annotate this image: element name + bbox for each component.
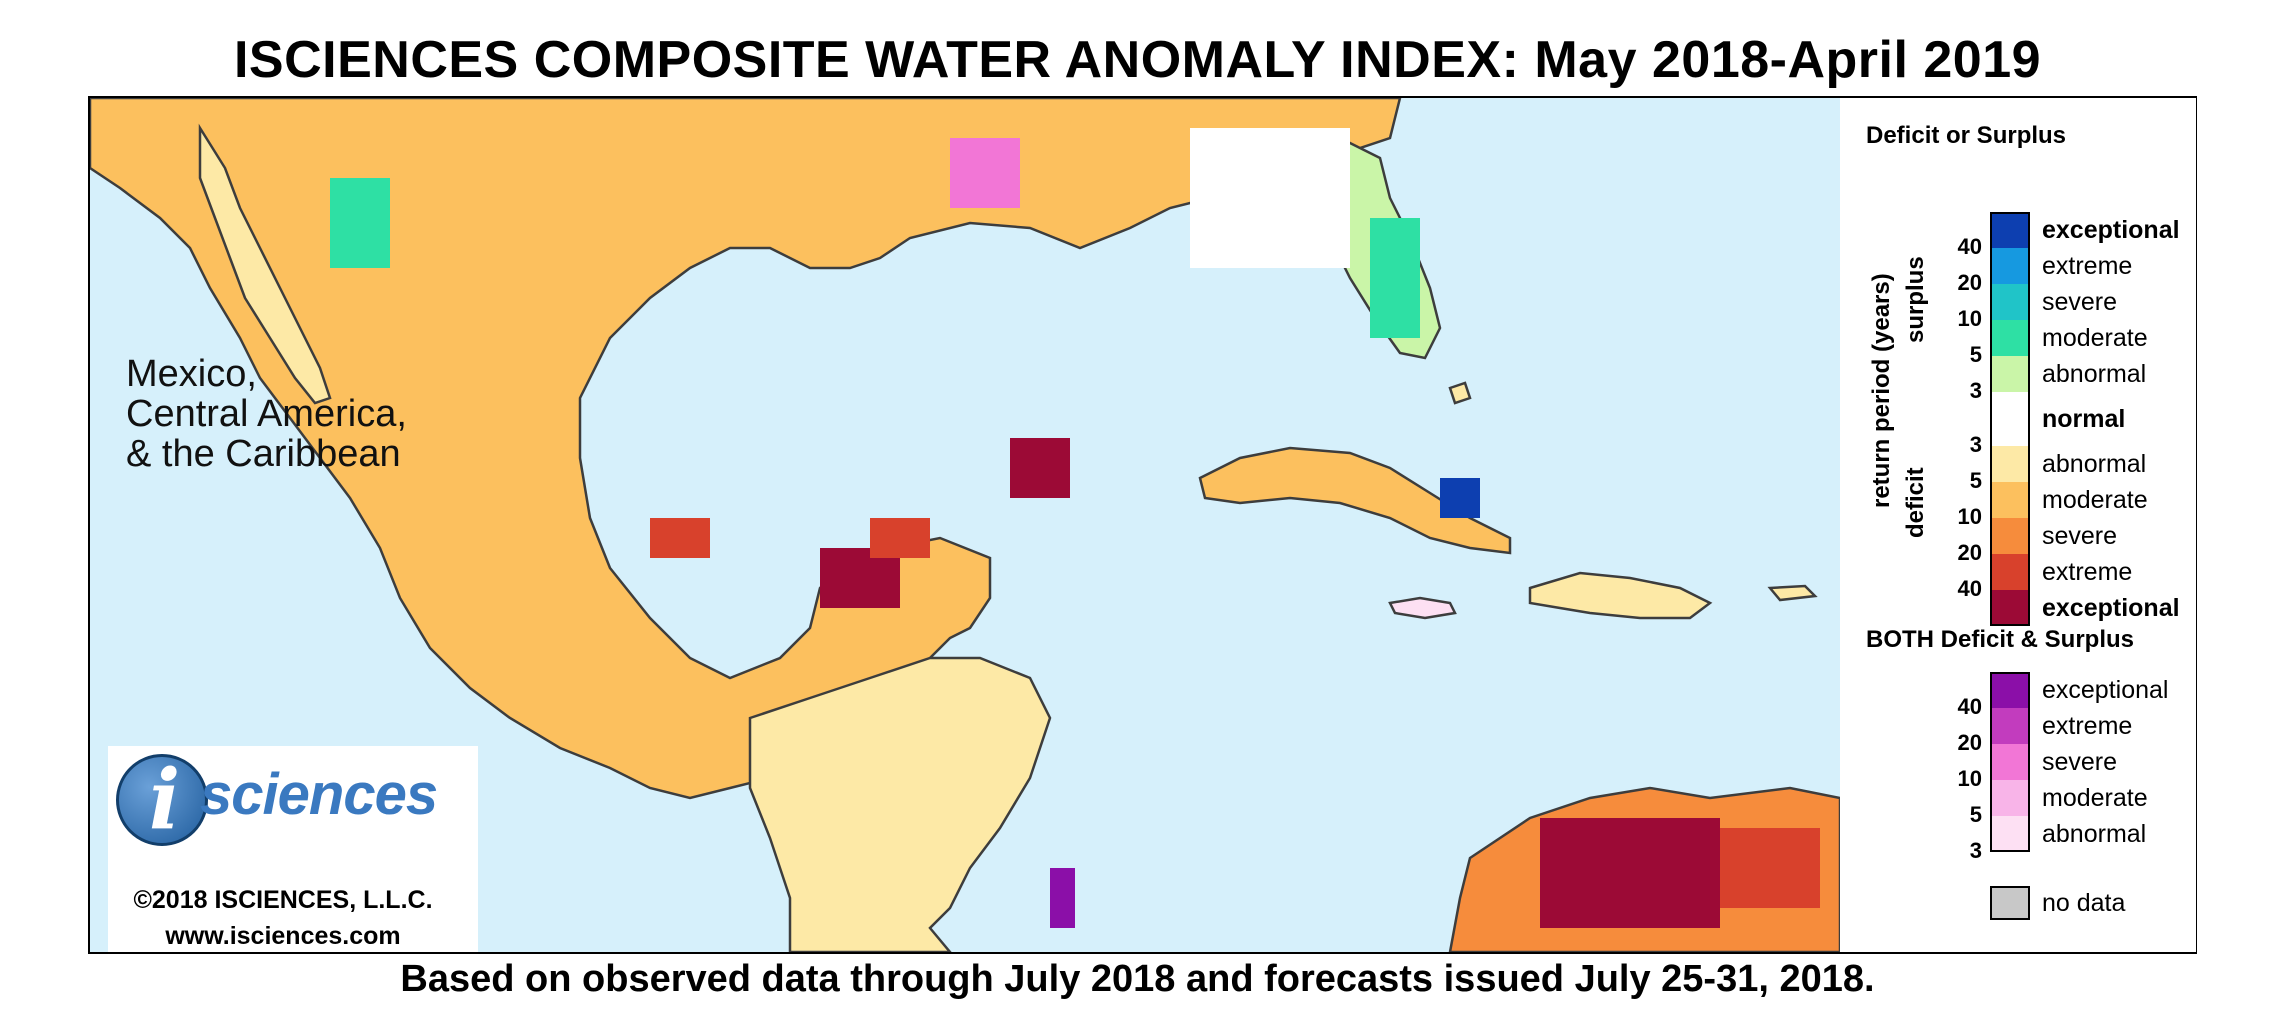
legend-both-tick: 40 <box>1957 694 1982 719</box>
both-exceptional-patch <box>1050 868 1075 928</box>
baja-california <box>198 123 332 405</box>
central-america <box>748 656 1052 952</box>
legend-deficit-tick: 10 <box>1957 504 1982 529</box>
legend-both-label-extreme: extreme <box>2042 712 2133 740</box>
legend-label-moderate: moderate <box>2042 324 2148 352</box>
legend-surplus-tick: 5 <box>1969 342 1982 367</box>
legend-label-normal: normal <box>2042 405 2126 433</box>
legend-swatch-surplus-abnormal <box>1990 356 2030 392</box>
legend-label-abnormal: abnormal <box>2042 360 2147 388</box>
legend-surplus-tick: 3 <box>1969 378 1982 403</box>
surplus-exceptional-patch <box>1440 478 1480 518</box>
logo-letter: i <box>149 752 181 848</box>
legend-swatch-deficit-abnormal <box>1990 446 2030 482</box>
legend-swatch-both-severe <box>1990 744 2030 780</box>
anomaly-map <box>90 98 1840 952</box>
legend-both-title: BOTH Deficit & Surplus <box>1866 626 2135 653</box>
legend-swatch-both-extreme <box>1990 708 2030 744</box>
logo-circle-icon: i <box>116 754 208 846</box>
logo-website: www.isciences.com <box>165 922 401 950</box>
deficit-extreme-patch <box>1720 828 1820 908</box>
legend-swatch-surplus-moderate <box>1990 320 2030 356</box>
map-title: ISCIENCES COMPOSITE WATER ANOMALY INDEX:… <box>233 31 2042 89</box>
deficit-exceptional-patch <box>1010 438 1070 498</box>
legend-both-tick: 20 <box>1957 730 1982 755</box>
surplus-moderate-patch <box>330 178 390 268</box>
legend-deficit-tick: 20 <box>1957 540 1982 565</box>
legend-label-exceptional: exceptional <box>2042 594 2180 622</box>
legend-swatch-both-abnormal <box>1990 816 2030 852</box>
legend-both-label-exceptional: exceptional <box>2042 676 2169 704</box>
legend-surplus-label: surplus <box>1902 256 1929 343</box>
legend-deficit-tick: 3 <box>1969 432 1982 457</box>
legend-label-extreme: extreme <box>2042 558 2133 586</box>
region-label-line-1: Mexico, <box>126 353 257 395</box>
map-panel: Mexico, Central America, & the Caribbean… <box>90 98 1840 952</box>
legend-swatch-both-moderate <box>1990 780 2030 816</box>
legend-swatch-deficit-exceptional <box>1990 590 2030 626</box>
legend-surplus-tick: 20 <box>1957 270 1982 295</box>
anomaly-patches <box>330 128 1820 928</box>
map-subtitle: Based on observed data through July 2018… <box>400 958 1875 1000</box>
surplus-moderate-patch <box>1370 218 1420 338</box>
isciences-logo: i sciences ©2018 ISCIENCES, L.L.C. www.i… <box>108 746 478 952</box>
cuba <box>1198 446 1512 555</box>
legend-swatch-deficit-moderate <box>1990 482 2030 518</box>
legend-swatch-surplus-severe <box>1990 284 2030 320</box>
legend-label-moderate: moderate <box>2042 486 2148 514</box>
legend-deficit-tick: 5 <box>1969 468 1982 493</box>
legend-label-severe: severe <box>2042 522 2118 550</box>
legend-both-tick: 5 <box>1969 802 1982 827</box>
mexico-us-landmass <box>90 98 1402 800</box>
region-label-line-2: Central America, <box>126 393 407 435</box>
legend-deficit-label: deficit <box>1902 467 1929 538</box>
logo-copyright: ©2018 ISCIENCES, L.L.C. <box>133 886 433 914</box>
hispaniola <box>1528 571 1713 620</box>
normal-patch <box>1190 128 1350 268</box>
jamaica <box>1388 596 1457 620</box>
logo-wordmark: sciences <box>200 762 438 827</box>
bahamas <box>1448 381 1472 405</box>
legend-swatch-surplus-extreme <box>1990 248 2030 284</box>
both-severe-patch <box>950 138 1020 208</box>
legend-surplus-tick: 10 <box>1957 306 1982 331</box>
deficit-extreme-patch <box>650 518 710 558</box>
legend-both-label-abnormal: abnormal <box>2042 820 2147 848</box>
legend-axis-label: return period (years) <box>1868 273 1895 508</box>
puerto-rico <box>1767 584 1818 602</box>
deficit-extreme-patch <box>870 518 930 558</box>
legend-both-tick: 10 <box>1957 766 1982 791</box>
legend-both-label-moderate: moderate <box>2042 784 2148 812</box>
no-data-label: no data <box>2042 889 2126 917</box>
legend-label-abnormal: abnormal <box>2042 450 2147 478</box>
legend-both-tick: 3 <box>1969 838 1982 863</box>
legend-deficit-tick: 40 <box>1957 576 1982 601</box>
region-label-line-3: & the Caribbean <box>126 433 401 475</box>
legend-swatch-deficit-severe <box>1990 518 2030 554</box>
no-data-swatch <box>1990 886 2030 920</box>
legend-panel: Deficit or Surplus return period (years)… <box>1842 98 2196 952</box>
legend-both-label-severe: severe <box>2042 748 2118 776</box>
legend-swatch-normal <box>1990 392 2030 446</box>
legend-label-extreme: extreme <box>2042 252 2133 280</box>
legend-deficit-surplus-title: Deficit or Surplus <box>1866 122 2067 149</box>
deficit-exceptional-patch <box>1540 818 1720 928</box>
legend-swatch-both-exceptional <box>1990 672 2030 708</box>
legend-label-severe: severe <box>2042 288 2118 316</box>
legend-surplus-tick: 40 <box>1957 234 1982 259</box>
legend-swatch-deficit-extreme <box>1990 554 2030 590</box>
legend-label-exceptional: exceptional <box>2042 216 2180 244</box>
legend-swatch-surplus-exceptional <box>1990 212 2030 248</box>
